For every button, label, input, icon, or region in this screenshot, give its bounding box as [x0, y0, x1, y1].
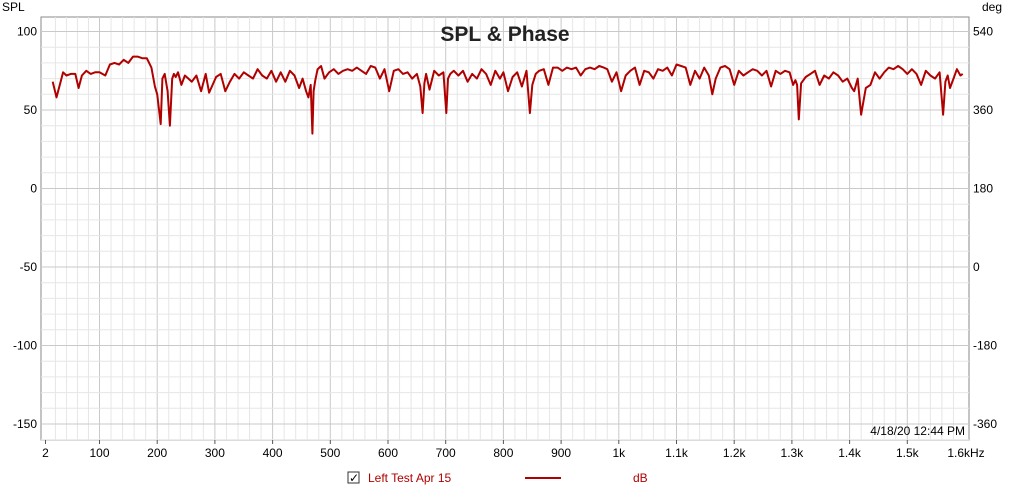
y-left-tick-label: -150 [13, 417, 37, 431]
y-right-tick-label: 0 [973, 260, 980, 274]
y-left-tick-label: 50 [24, 103, 38, 117]
x-tick-label: 300 [205, 446, 225, 460]
x-tick-label: 900 [551, 446, 571, 460]
timestamp: 4/18/20 12:44 PM [870, 424, 965, 438]
y-right-axis-title: deg [982, 0, 1002, 14]
y-left-tick-label: 0 [30, 182, 37, 196]
y-right-tick-label: -180 [973, 339, 997, 353]
x-tick-label: 800 [493, 446, 513, 460]
x-tick-label: 700 [436, 446, 456, 460]
y-right-axis-ticks: 540 360 180 0 -180 -360 [973, 25, 997, 432]
legend-checkbox[interactable] [347, 471, 360, 484]
x-tick-label: 1.5k [896, 446, 920, 460]
x-tick-label: 500 [320, 446, 340, 460]
x-tick-label: 2 [42, 446, 49, 460]
y-left-tick-label: 100 [17, 25, 37, 39]
x-tick-label: 1.2k [723, 446, 747, 460]
grid-lines [41, 17, 969, 441]
y-left-axis-ticks: 100 50 0 -50 -100 -150 [13, 25, 37, 432]
x-tick-label: 1.1k [665, 446, 689, 460]
legend: ✓ Left Test Apr 15 dB [347, 471, 648, 485]
x-tick-label: 100 [89, 446, 109, 460]
x-axis-ticks: 2 100 200 300 400 500 600 700 800 900 1k 1.1k 1.2k 1.… [42, 440, 920, 460]
y-left-tick-label: -50 [20, 260, 38, 274]
legend-check-icon: ✓ [349, 471, 359, 485]
x-axis-last-label: 1.6kHz [947, 446, 984, 460]
x-tick-label: 400 [263, 446, 283, 460]
y-right-tick-label: -360 [973, 417, 997, 431]
y-right-tick-label: 540 [973, 25, 993, 39]
y-left-tick-label: -100 [13, 339, 37, 353]
series-line-left-test [51, 55, 964, 135]
y-left-axis-title: SPL [2, 0, 25, 14]
y-right-tick-label: 360 [973, 103, 993, 117]
x-tick-label: 1.3k [781, 446, 805, 460]
x-tick-label: 1.4k [838, 446, 862, 460]
y-right-tick-label: 180 [973, 182, 993, 196]
chart-title: SPL & Phase [440, 23, 569, 46]
x-tick-label: 1k [612, 446, 626, 460]
legend-unit: dB [633, 471, 648, 485]
plot-frame [40, 16, 970, 441]
legend-series-name[interactable]: Left Test Apr 15 [368, 471, 451, 485]
x-tick-label: 200 [147, 446, 167, 460]
x-tick-label: 600 [378, 446, 398, 460]
